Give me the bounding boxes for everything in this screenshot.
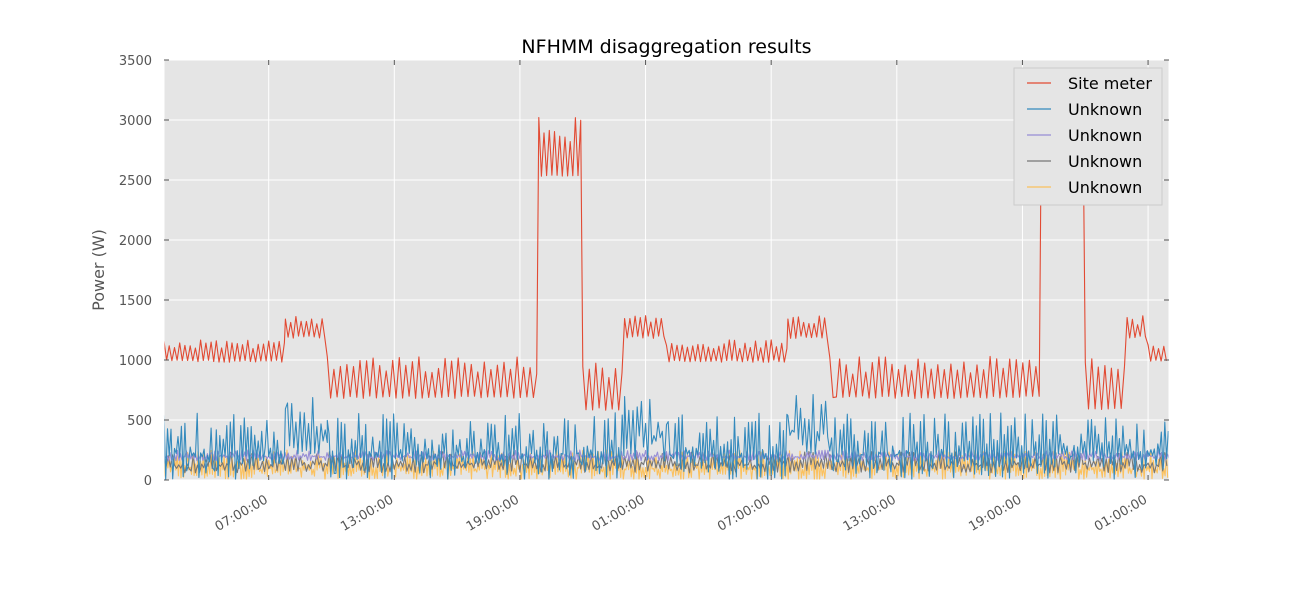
x-tick-label: 01:00:00 — [589, 492, 647, 534]
legend-box — [1013, 67, 1163, 206]
y-tick-label: 2500 — [119, 174, 152, 189]
series-line-3 — [163, 451, 1168, 474]
series-line-1 — [163, 393, 1169, 481]
chart-title: NFHMM disaggregation results — [521, 36, 811, 58]
x-tick-label: 01:00:00 — [1092, 492, 1150, 534]
plot-area — [164, 60, 1169, 480]
y-tick-label: 3000 — [119, 114, 152, 129]
plot-frame — [163, 59, 1170, 481]
legend: Site meter Unknown Unknown Unknown Unknown — [1013, 67, 1163, 206]
axis-ticks — [164, 59, 1169, 481]
y-axis-label: Power (W) — [89, 229, 108, 311]
x-axis-tick-labels: 07:00:00 13:00:00 19:00:00 01:00:00 07:00:00… — [213, 492, 1150, 534]
y-tick-label: 2000 — [119, 234, 152, 249]
y-tick-label: 0 — [144, 474, 152, 489]
y-tick-label: 1000 — [119, 354, 152, 369]
x-tick-label: 07:00:00 — [213, 492, 271, 534]
legend-label: Unknown — [1068, 152, 1142, 171]
y-tick-label: 500 — [127, 414, 152, 429]
x-tick-label: 13:00:00 — [841, 492, 899, 534]
legend-label: Unknown — [1068, 126, 1142, 145]
legend-label: Unknown — [1068, 178, 1142, 197]
legend-label: Unknown — [1068, 100, 1142, 119]
legend-label: Site meter — [1068, 74, 1152, 93]
x-tick-label: 13:00:00 — [338, 492, 396, 534]
series-lines — [163, 116, 1170, 481]
x-tick-label: 19:00:00 — [464, 492, 522, 534]
y-tick-label: 3500 — [119, 54, 152, 69]
series-line-0 — [163, 116, 1167, 411]
y-tick-label: 1500 — [119, 294, 152, 309]
x-tick-label: 19:00:00 — [966, 492, 1024, 534]
x-tick-label: 07:00:00 — [715, 492, 773, 534]
y-axis-tick-labels: 0 500 1000 1500 2000 2500 3000 3500 — [119, 54, 152, 489]
